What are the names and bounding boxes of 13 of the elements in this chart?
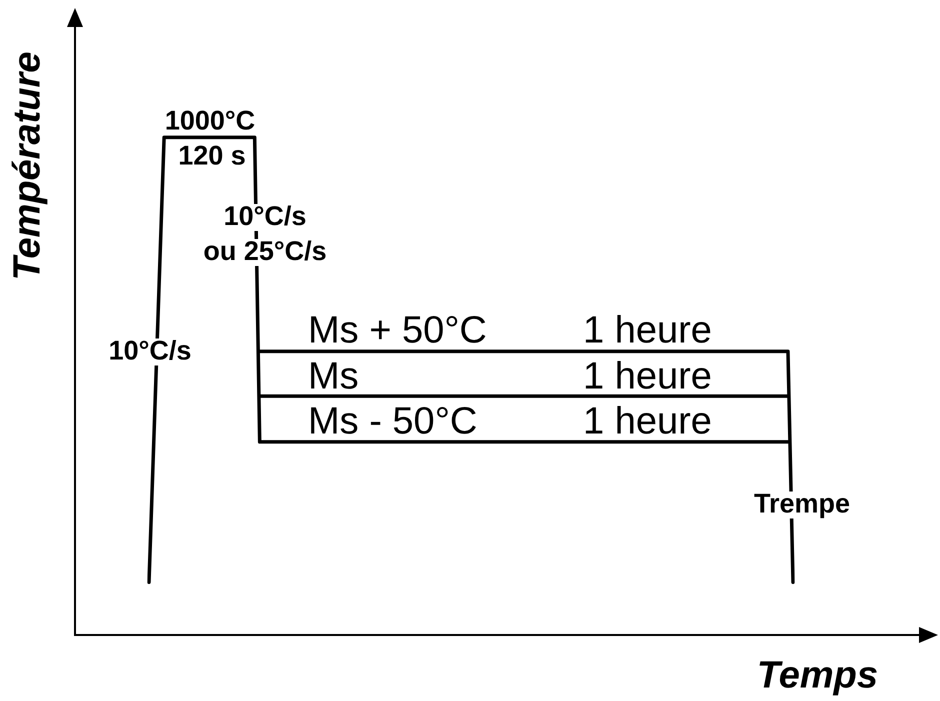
annotation: 1 heure [583, 400, 712, 442]
text: 1000°C [164, 105, 256, 136]
annotation: 10°C/s ou 25°C/s [203, 200, 327, 266]
y-axis-title: Température [6, 52, 48, 280]
annotation: Trempe [754, 488, 850, 518]
annotation: Ms - 50°C [308, 400, 478, 442]
annotation: Ms + 50°C [308, 309, 487, 352]
annotation: Ms [308, 355, 359, 398]
annotation: 120 s [178, 140, 246, 170]
annotation: 1 heure [583, 309, 712, 352]
annotation: 10°C/s [108, 335, 192, 366]
x-axis-title: Temps [756, 654, 878, 696]
annotation: 1 heure [583, 355, 712, 398]
